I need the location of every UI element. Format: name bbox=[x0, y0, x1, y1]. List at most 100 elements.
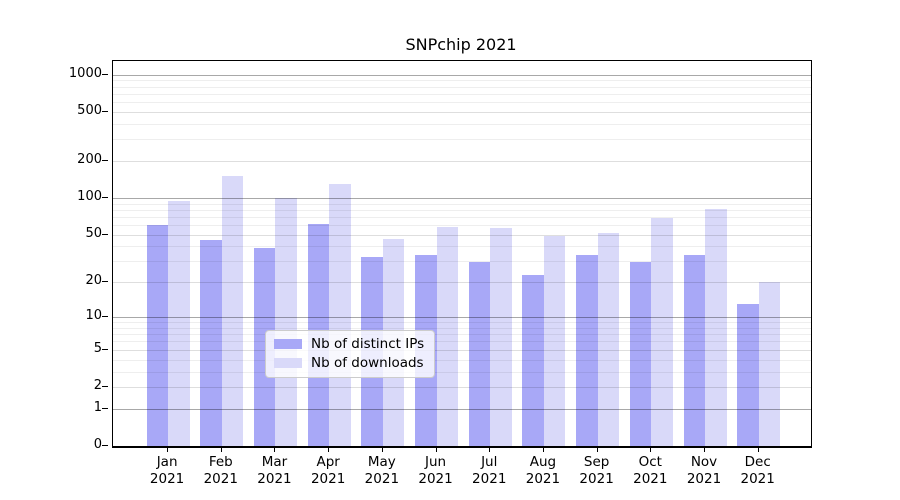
x-tick-mark bbox=[489, 447, 491, 452]
x-tick-mark bbox=[435, 447, 437, 452]
year-label: 2021 bbox=[472, 470, 507, 487]
bar-downloads-jul bbox=[490, 227, 512, 446]
minor-gridline bbox=[113, 327, 811, 329]
minor-gridline bbox=[113, 341, 811, 343]
x-tick-mark bbox=[596, 447, 598, 452]
minor-gridline bbox=[113, 203, 811, 205]
y-tick-mark bbox=[102, 385, 108, 387]
gridline-200 bbox=[113, 161, 811, 163]
bar-downloads-oct bbox=[651, 217, 673, 446]
minor-gridline bbox=[113, 371, 811, 373]
legend-label-distinct-ips: Nb of distinct IPs bbox=[311, 336, 425, 352]
year-label: 2021 bbox=[525, 470, 561, 487]
legend-swatch-distinct-ips bbox=[274, 339, 302, 349]
bar-downloads-dec bbox=[758, 282, 781, 446]
y-tick-mark bbox=[102, 348, 108, 350]
bar-downloads-nov bbox=[705, 208, 727, 446]
legend-swatch-downloads bbox=[274, 358, 302, 368]
y-tick-label-200: 200 bbox=[77, 152, 102, 168]
bar-ips-oct bbox=[629, 261, 652, 446]
x-tick-label-may: May 2021 bbox=[347, 454, 417, 487]
gridline-50 bbox=[113, 234, 811, 236]
y-tick-label-1000: 1000 bbox=[68, 65, 102, 81]
year-label: 2021 bbox=[310, 470, 346, 487]
x-tick-label-aug: Aug 2021 bbox=[508, 454, 578, 487]
month-label: Sep bbox=[583, 454, 610, 470]
x-tick-label-jun: Jun 2021 bbox=[401, 454, 471, 487]
gridline-1000 bbox=[113, 74, 811, 76]
legend-entry-downloads: Nb of downloads bbox=[274, 355, 424, 371]
y-tick-label-0: 0 bbox=[93, 437, 102, 452]
gridline-20 bbox=[113, 282, 811, 284]
x-tick-mark bbox=[381, 447, 383, 452]
x-tick-mark bbox=[328, 447, 330, 452]
x-tick-mark bbox=[650, 447, 652, 452]
x-tick-mark bbox=[757, 447, 759, 452]
bar-ips-mar bbox=[253, 247, 276, 446]
x-tick-label-apr: Apr 2021 bbox=[293, 454, 363, 487]
month-label: Feb bbox=[208, 454, 233, 470]
minor-gridline bbox=[113, 359, 811, 361]
minor-gridline bbox=[113, 209, 811, 211]
chart-title: SNPchip 2021 bbox=[405, 35, 517, 54]
month-label: May bbox=[367, 454, 396, 470]
legend: Nb of distinct IPs Nb of downloads bbox=[265, 330, 436, 378]
bar-ips-jan bbox=[146, 225, 169, 446]
minor-gridline bbox=[113, 102, 811, 104]
x-tick-label-feb: Feb 2021 bbox=[186, 454, 256, 487]
month-label: Jun bbox=[425, 454, 447, 470]
month-label: Nov bbox=[690, 454, 718, 470]
month-label: Aug bbox=[529, 454, 557, 470]
gridline-500 bbox=[113, 111, 811, 113]
gridline-2 bbox=[113, 386, 811, 388]
y-tick-label-50: 50 bbox=[85, 225, 102, 241]
month-label: Jul bbox=[481, 454, 498, 470]
x-tick-label-mar: Mar 2021 bbox=[239, 454, 309, 487]
bar-downloads-aug bbox=[543, 235, 566, 446]
y-tick-label-20: 20 bbox=[85, 273, 102, 289]
year-label: 2021 bbox=[149, 470, 185, 487]
bar-ips-aug bbox=[522, 275, 544, 446]
x-tick-mark bbox=[274, 447, 276, 452]
x-tick-label-dec: Dec 2021 bbox=[723, 454, 793, 487]
year-label: 2021 bbox=[364, 470, 400, 487]
minor-gridline bbox=[113, 261, 811, 263]
y-tick-mark bbox=[102, 316, 108, 318]
y-tick-mark bbox=[102, 160, 108, 162]
y-tick-mark bbox=[102, 281, 108, 283]
minor-gridline bbox=[113, 246, 811, 248]
y-tick-label-100: 100 bbox=[77, 189, 102, 205]
y-tick-mark bbox=[102, 233, 108, 235]
y-tick-label-500: 500 bbox=[77, 102, 102, 118]
x-tick-label-jul: Jul 2021 bbox=[454, 454, 524, 487]
year-label: 2021 bbox=[579, 470, 614, 487]
x-tick-label-sep: Sep 2021 bbox=[562, 454, 632, 487]
year-label: 2021 bbox=[418, 470, 453, 487]
x-tick-label-jan: Jan 2021 bbox=[132, 454, 202, 487]
legend-entry-distinct-ips: Nb of distinct IPs bbox=[274, 336, 424, 352]
minor-gridline bbox=[113, 334, 811, 336]
x-tick-label-oct: Oct 2021 bbox=[615, 454, 685, 487]
minor-gridline bbox=[113, 86, 811, 88]
month-label: Oct bbox=[638, 454, 662, 470]
minor-gridline bbox=[113, 322, 811, 324]
x-tick-mark bbox=[704, 447, 705, 452]
bar-ips-sep bbox=[576, 254, 598, 446]
minor-gridline bbox=[113, 123, 811, 125]
gridline-100 bbox=[113, 198, 811, 200]
gridline-10 bbox=[113, 317, 811, 319]
year-label: 2021 bbox=[740, 470, 775, 487]
y-tick-mark bbox=[102, 197, 108, 199]
y-tick-label-1: 1 bbox=[93, 399, 102, 415]
x-tick-mark bbox=[542, 447, 544, 452]
year-label: 2021 bbox=[203, 470, 238, 487]
minor-gridline bbox=[113, 225, 811, 227]
bar-ips-feb bbox=[200, 240, 222, 446]
minor-gridline bbox=[113, 93, 811, 95]
y-tick-label-10: 10 bbox=[85, 308, 102, 324]
month-label: Apr bbox=[316, 454, 340, 470]
y-tick-label-2: 2 bbox=[93, 377, 102, 393]
gridline-5 bbox=[113, 349, 811, 351]
year-label: 2021 bbox=[633, 470, 668, 487]
x-tick-mark bbox=[220, 447, 222, 452]
